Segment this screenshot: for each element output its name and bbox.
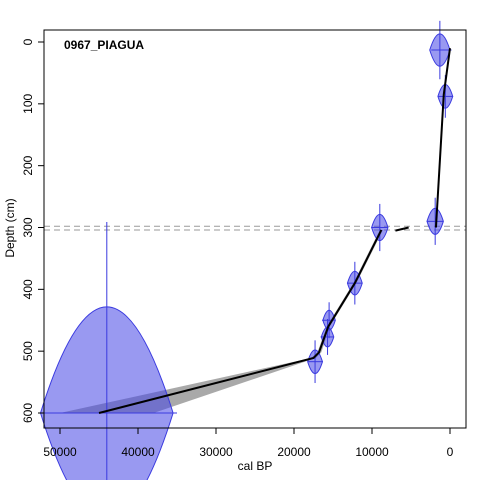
calibrated-date	[307, 340, 323, 384]
calibrated-date	[322, 302, 336, 339]
y-tick-label: 400	[21, 279, 35, 299]
x-tick-label: 0	[447, 445, 454, 459]
chart-title: 0967_PIAGUA	[64, 38, 144, 52]
model-line	[434, 48, 451, 228]
y-tick-label: 600	[21, 403, 35, 423]
calibrated-date	[320, 318, 335, 355]
y-tick-label: 300	[21, 217, 35, 237]
calibrated-date	[426, 197, 444, 245]
plot-area	[39, 20, 466, 480]
x-tick-label: 30000	[199, 445, 233, 459]
model-line	[395, 226, 409, 232]
x-tick-label: 50000	[43, 445, 77, 459]
y-axis-label: Depth (cm)	[3, 198, 17, 257]
x-tick-label: 40000	[121, 445, 155, 459]
x-tick-label: 20000	[277, 445, 311, 459]
x-axis-label: cal BP	[238, 459, 273, 473]
y-tick-label: 200	[21, 155, 35, 175]
axes: 50000 40000 30000 20000 10000 0 0 100 200 300 400 5…	[21, 38, 454, 459]
y-tick-label: 100	[21, 94, 35, 114]
y-tick-label: 500	[21, 341, 35, 361]
model-line	[98, 229, 383, 414]
y-tick-label: 0	[21, 38, 35, 45]
calibrated-date	[39, 222, 177, 480]
calibrated-date	[429, 20, 452, 80]
x-tick-label: 10000	[355, 445, 389, 459]
